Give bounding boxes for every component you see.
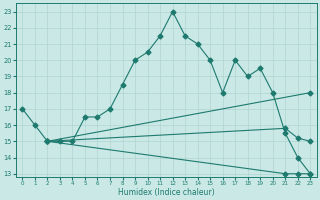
X-axis label: Humidex (Indice chaleur): Humidex (Indice chaleur) [118, 188, 215, 197]
